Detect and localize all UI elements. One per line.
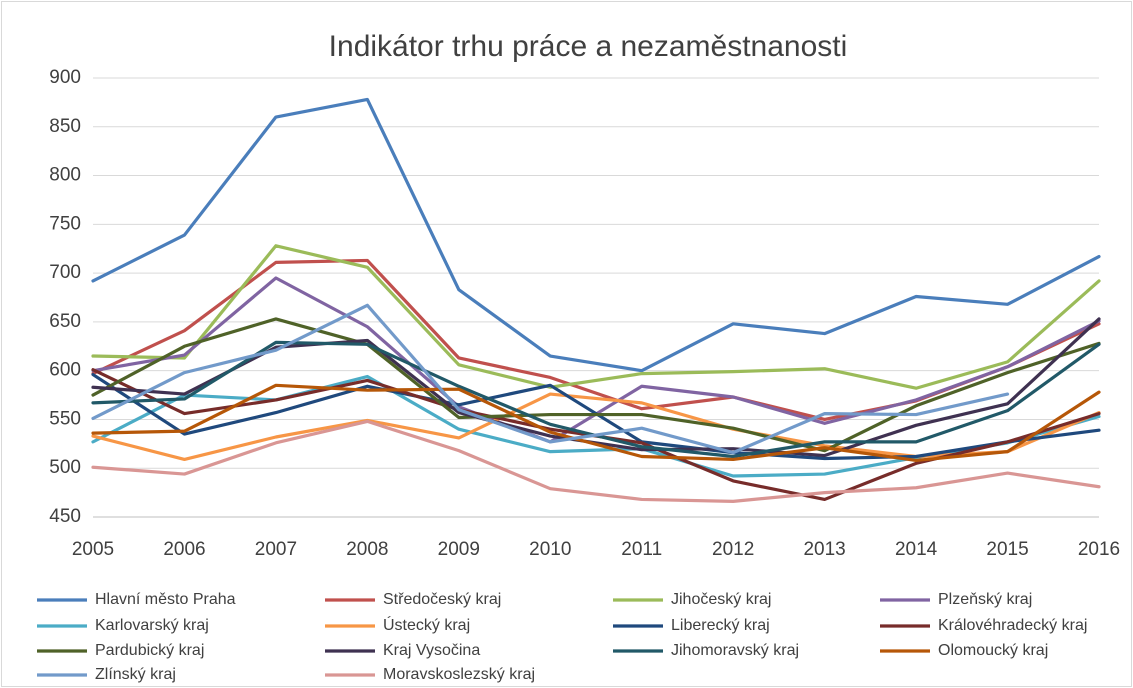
y-tick-label: 800 — [49, 165, 81, 186]
x-tick-label: 2015 — [986, 539, 1028, 560]
y-tick-label: 450 — [49, 506, 81, 527]
legend-label: Liberecký kraj — [671, 617, 770, 634]
x-tick-label: 2013 — [803, 539, 845, 560]
y-tick-label: 850 — [49, 116, 81, 137]
x-tick-label: 2008 — [346, 539, 388, 560]
legend-label: Pardubický kraj — [95, 642, 204, 659]
series-line — [91, 317, 1101, 453]
legend-label: Ústecký kraj — [383, 615, 470, 634]
y-tick-label: 600 — [49, 360, 81, 381]
legend-label: Zlínský kraj — [95, 666, 176, 683]
y-tick-label: 500 — [49, 457, 81, 478]
legend-label: Středočeský kraj — [383, 591, 501, 608]
chart-title: Indikátor trhu práce a nezaměstnanosti — [329, 30, 848, 63]
legend-label: Kraj Vysočina — [383, 642, 480, 659]
legend-label: Plzeňský kraj — [938, 591, 1032, 608]
legend-label: Hlavní město Praha — [95, 591, 236, 608]
x-tick-label: 2010 — [529, 539, 571, 560]
legend-label: Karlovarský kraj — [95, 617, 209, 634]
legend-label: Moravskoslezský kraj — [383, 666, 535, 683]
y-tick-label: 550 — [49, 408, 81, 429]
x-tick-label: 2016 — [1078, 539, 1120, 560]
series-line — [91, 97, 1101, 373]
series-line — [91, 419, 1101, 503]
legend-label: Královéhradecký kraj — [938, 617, 1087, 634]
series-line — [91, 383, 1101, 463]
x-tick-label: 2009 — [438, 539, 480, 560]
x-tick-label: 2011 — [621, 539, 662, 560]
x-tick-label: 2014 — [895, 539, 938, 560]
x-tick-label: 2012 — [712, 539, 754, 560]
x-tick-label: 2007 — [255, 539, 297, 560]
y-tick-label: 700 — [49, 262, 81, 283]
y-tick-label: 750 — [49, 213, 81, 234]
x-tick-label: 2005 — [72, 539, 114, 560]
y-tick-label: 900 — [49, 67, 81, 88]
series-line — [91, 244, 1101, 390]
legend-label: Jihočeský kraj — [671, 591, 771, 608]
legend-label: Jihomoravský kraj — [671, 642, 799, 659]
x-tick-label: 2006 — [163, 539, 205, 560]
series-line — [91, 392, 1101, 462]
legend-label: Olomoucký kraj — [938, 642, 1048, 659]
y-tick-label: 650 — [49, 311, 81, 332]
series-line — [91, 303, 1010, 455]
